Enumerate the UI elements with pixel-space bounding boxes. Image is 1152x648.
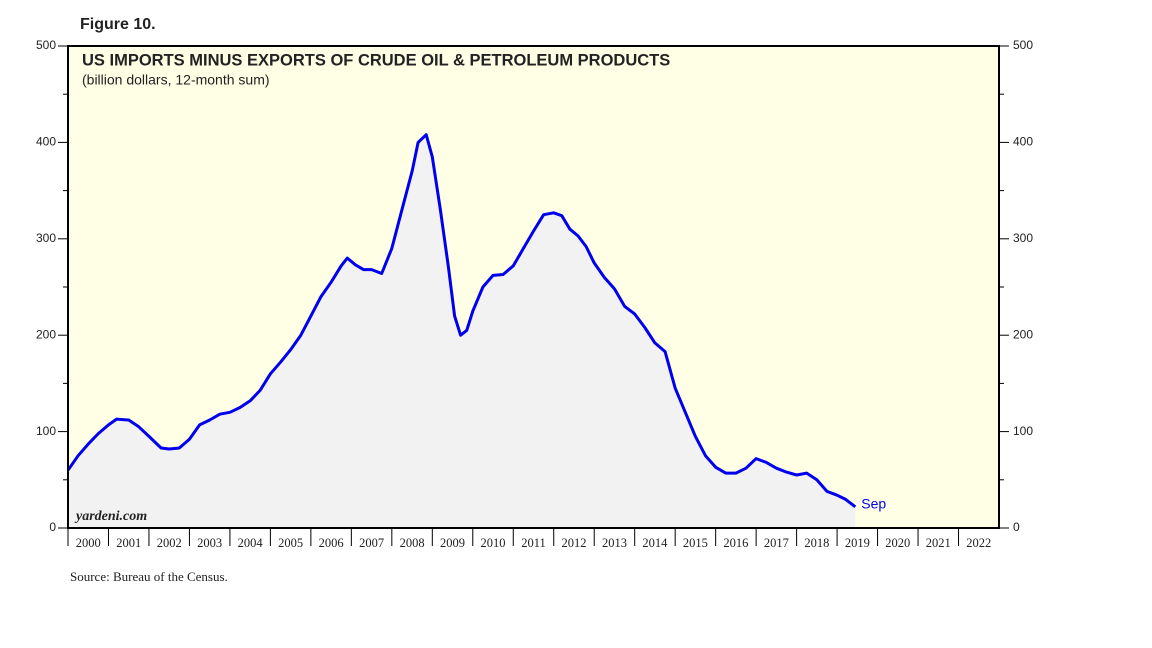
x-tick-label: 2017 xyxy=(764,536,789,550)
end-label: Sep xyxy=(861,495,886,511)
x-tick-label: 2010 xyxy=(481,536,506,550)
y2-tick-label: 300 xyxy=(1013,231,1033,245)
x-tick-label: 2008 xyxy=(400,536,425,550)
x-tick-label: 2002 xyxy=(157,536,182,550)
x-tick-label: 2013 xyxy=(602,536,627,550)
x-tick-label: 2009 xyxy=(440,536,465,550)
x-tick-label: 2021 xyxy=(926,536,951,550)
x-tick-label: 2011 xyxy=(521,536,546,550)
x-tick-label: 2003 xyxy=(197,536,222,550)
y-tick-label: 300 xyxy=(36,231,56,245)
y-tick-label: 500 xyxy=(36,38,56,52)
area xyxy=(68,134,856,528)
y-tick-label: 0 xyxy=(49,520,56,534)
x-tick-label: 2019 xyxy=(845,536,870,550)
x-tick-label: 2012 xyxy=(561,536,586,550)
x-tick-label: 2007 xyxy=(359,536,384,550)
x-tick-label: 2006 xyxy=(319,536,344,550)
x-tick-label: 2022 xyxy=(966,536,991,550)
y2-tick-label: 400 xyxy=(1013,135,1033,149)
x-tick-label: 2018 xyxy=(804,536,829,550)
chart-subtitle: (billion dollars, 12-month sum) xyxy=(82,72,270,88)
x-tick-label: 2020 xyxy=(885,536,910,550)
x-tick-label: 2005 xyxy=(278,536,303,550)
x-tick-label: 2001 xyxy=(116,536,141,550)
y-tick-label: 200 xyxy=(36,327,56,341)
y-tick-label: 400 xyxy=(36,135,56,149)
chart-title: US IMPORTS MINUS EXPORTS OF CRUDE OIL & … xyxy=(82,51,670,69)
source: Source: Bureau of the Census. xyxy=(70,569,228,584)
x-tick-label: 2000 xyxy=(76,536,101,550)
y2-tick-label: 200 xyxy=(1013,327,1033,341)
x-tick-label: 2014 xyxy=(642,536,668,550)
x-tick-label: 2015 xyxy=(683,536,708,550)
figure-label: Figure 10. xyxy=(80,16,156,33)
y2-tick-label: 500 xyxy=(1013,38,1033,52)
x-tick-label: 2004 xyxy=(238,536,264,550)
watermark: yardeni.com xyxy=(74,509,147,524)
y2-tick-label: 0 xyxy=(1013,520,1020,534)
x-tick-label: 2016 xyxy=(723,536,748,550)
line xyxy=(66,133,857,508)
y2-tick-label: 100 xyxy=(1013,424,1033,438)
y-tick-label: 100 xyxy=(36,424,56,438)
